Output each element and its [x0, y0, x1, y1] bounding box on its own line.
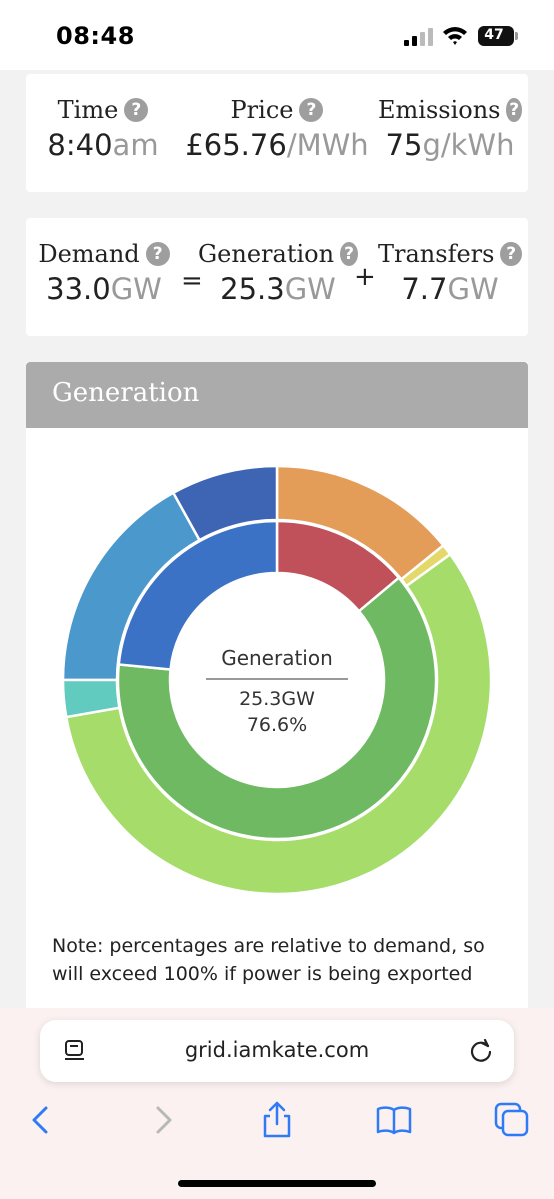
- summary-card: Time ? 8:40am Price ? £65.76/MWh Emissio…: [26, 74, 528, 192]
- bookmarks-icon[interactable]: [374, 1100, 414, 1140]
- demand-value: 33.0: [46, 272, 111, 306]
- back-icon[interactable]: [22, 1100, 62, 1140]
- transfers-label: Transfers: [378, 240, 495, 268]
- emissions-value: 75: [385, 128, 423, 162]
- generation-panel: Generation Generation 25.3GW 76.6% Note:…: [26, 362, 528, 1022]
- price-stat: Price ? £65.76/MWh: [182, 96, 372, 162]
- generation-help-icon[interactable]: ?: [340, 242, 358, 266]
- demand-label: Demand: [38, 240, 140, 268]
- generation-label: Generation: [198, 240, 335, 268]
- page-menu-icon[interactable]: [64, 1039, 86, 1063]
- inner-ring-segment-2[interactable]: [117, 519, 279, 671]
- price-value: £65.76: [185, 128, 287, 162]
- battery-level: 47: [484, 27, 504, 43]
- time-label: Time: [57, 96, 119, 124]
- transfers-stat: Transfers ? 7.7GW: [378, 240, 522, 306]
- percentage-note: Note: percentages are relative to demand…: [52, 935, 485, 985]
- address-bar[interactable]: grid.iamkate.com: [40, 1020, 514, 1082]
- generation-unit: GW: [284, 272, 336, 306]
- price-unit: /MWh: [286, 128, 369, 162]
- transfers-help-icon[interactable]: ?: [500, 242, 522, 266]
- emissions-stat: Emissions ? 75g/kWh: [378, 96, 522, 162]
- wifi-icon: [443, 27, 467, 45]
- generation-stat: Generation ? 25.3GW: [198, 240, 358, 306]
- home-indicator: [178, 1180, 376, 1187]
- balance-card: Demand ? 33.0GW = Generation ? 25.3GW + …: [26, 218, 528, 336]
- time-value: 8:40: [47, 128, 113, 162]
- plus-sign: +: [354, 262, 376, 292]
- generation-donut-chart: [63, 466, 491, 894]
- demand-help-icon[interactable]: ?: [145, 242, 170, 266]
- chart-center-value: 25.3GW: [239, 688, 315, 710]
- time-stat: Time ? 8:40am: [40, 96, 166, 162]
- price-label: Price: [230, 96, 294, 124]
- price-help-icon[interactable]: ?: [299, 98, 324, 122]
- status-bar: 08:48 47: [0, 0, 554, 70]
- emissions-help-icon[interactable]: ?: [506, 98, 522, 122]
- status-time: 08:48: [56, 22, 135, 50]
- battery-icon: 47: [478, 26, 518, 46]
- cellular-signal-icon: [404, 28, 433, 46]
- chart-center-label: Generation 25.3GW 76.6%: [206, 646, 348, 736]
- time-unit: am: [112, 128, 159, 162]
- reload-icon[interactable]: [468, 1038, 494, 1064]
- transfers-unit: GW: [447, 272, 499, 306]
- url-text[interactable]: grid.iamkate.com: [184, 1038, 370, 1062]
- demand-unit: GW: [110, 272, 162, 306]
- emissions-label: Emissions: [378, 96, 501, 124]
- generation-value: 25.3: [220, 272, 285, 306]
- forward-icon[interactable]: [142, 1100, 182, 1140]
- chart-center-title: Generation: [206, 646, 348, 680]
- generation-panel-title: Generation: [52, 378, 200, 408]
- transfers-value: 7.7: [401, 272, 448, 306]
- equals-sign: =: [181, 266, 203, 296]
- demand-stat: Demand ? 33.0GW: [36, 240, 172, 306]
- chart-center-percent: 76.6%: [246, 714, 308, 736]
- tabs-icon[interactable]: [492, 1100, 532, 1140]
- share-icon[interactable]: [257, 1100, 297, 1140]
- generation-panel-header[interactable]: Generation: [26, 362, 528, 428]
- time-help-icon[interactable]: ?: [124, 98, 149, 122]
- emissions-unit: g/kWh: [422, 128, 515, 162]
- inner-ring-segment-1[interactable]: [116, 576, 438, 841]
